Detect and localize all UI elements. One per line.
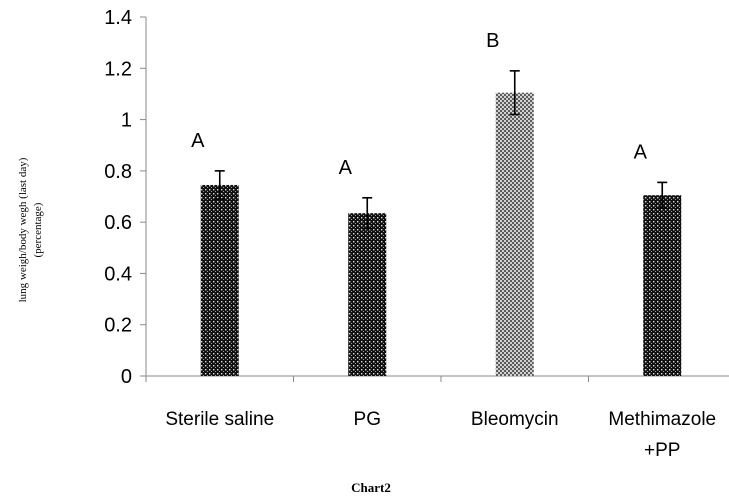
y-tick-label: 0.8 [104, 161, 132, 183]
y-tick-label: 0 [121, 366, 132, 388]
y-tick-label: 1.4 [104, 7, 132, 29]
significance-label: A [191, 130, 205, 152]
error-bars [214, 70, 668, 230]
y-tick-label: 0.2 [104, 315, 132, 337]
bar [200, 184, 239, 376]
significance-label: B [486, 30, 499, 52]
error-bar [657, 181, 668, 209]
bars [200, 92, 682, 377]
bar [348, 213, 387, 376]
bar [643, 195, 682, 376]
y-axis: 0 0.2 0.4 0.6 0.8 1 1.2 1.4 [104, 7, 147, 388]
y-tick-label: 0.4 [104, 263, 132, 285]
x-tick-label: Sterile saline [165, 409, 274, 430]
y-tick-label: 1.2 [104, 58, 132, 80]
significance-labels: A A B A [191, 30, 648, 179]
bar [495, 92, 534, 377]
error-bar [362, 196, 373, 230]
significance-label: A [634, 141, 648, 163]
x-axis [145, 375, 729, 382]
y-tick-label: 0.6 [104, 212, 132, 234]
category-labels: Sterile saline PG Bleomycin Methimazole +PP [165, 409, 716, 461]
error-bar [509, 70, 520, 116]
chart-caption: Chart2 [351, 480, 391, 495]
x-tick-label: Bleomycin [471, 409, 559, 430]
x-tick-label: PG [354, 409, 381, 430]
y-tick-label: 1 [121, 110, 132, 132]
x-tick-label: Methimazole +PP [608, 409, 716, 461]
y-axis-label: lung weigh/body wegh (last day) (percenta… [17, 157, 44, 302]
significance-label: A [339, 157, 353, 179]
error-bar [214, 170, 225, 200]
